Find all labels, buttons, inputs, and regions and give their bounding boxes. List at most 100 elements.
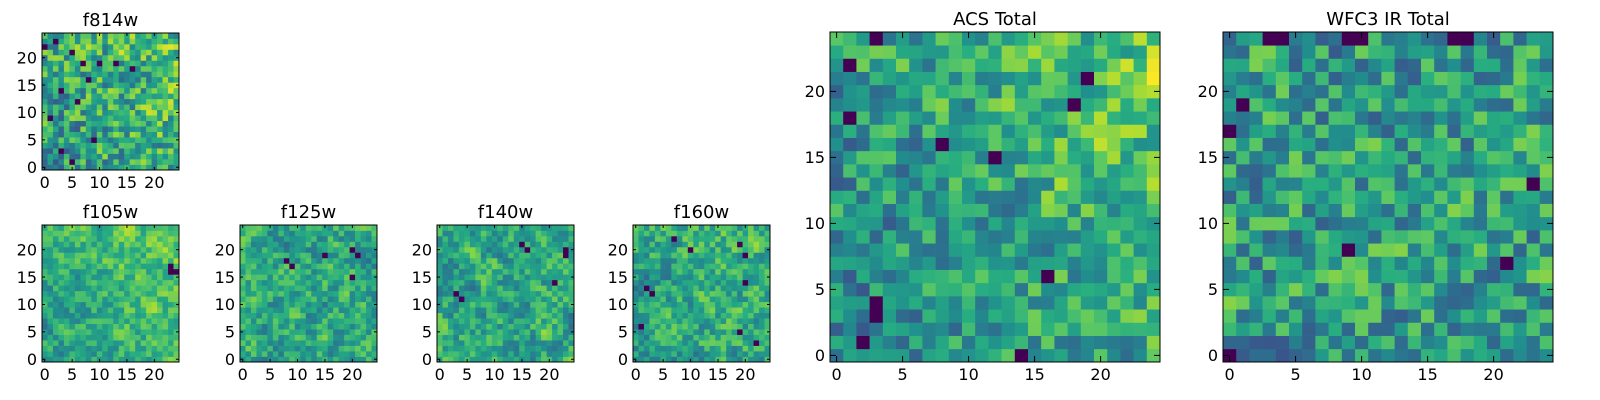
- heatmap-cell: [1067, 348, 1082, 363]
- heatmap-cell: [447, 323, 454, 330]
- heatmap-cell: [1381, 84, 1395, 99]
- heatmap-cell: [882, 71, 897, 86]
- heatmap-cell: [63, 329, 70, 335]
- heatmap-cell: [698, 225, 705, 231]
- heatmap-cell: [491, 235, 498, 242]
- heatmap-cell: [1526, 32, 1541, 46]
- heatmap-cell: [437, 263, 443, 270]
- heatmap-cell: [272, 307, 279, 314]
- heatmap-cell: [486, 340, 493, 346]
- heatmap-cell: [557, 225, 564, 231]
- heatmap-cell: [278, 279, 285, 286]
- heatmap-cell: [278, 285, 285, 292]
- heatmap-cell: [437, 334, 443, 341]
- heatmap-cell: [85, 104, 92, 111]
- heatmap-cell: [102, 345, 109, 352]
- heatmap-cell: [1107, 335, 1121, 350]
- heatmap-cell: [118, 104, 125, 111]
- heatmap-cell: [1381, 322, 1395, 336]
- heatmap-cell: [693, 263, 700, 270]
- heatmap-cell: [563, 274, 569, 281]
- heatmap-cell: [469, 252, 476, 259]
- heatmap-cell: [671, 323, 678, 330]
- heatmap-cell: [1500, 243, 1514, 257]
- heatmap-cell: [240, 263, 246, 270]
- y-tick-label: 10: [1198, 214, 1218, 233]
- heatmap-cell: [80, 285, 87, 292]
- heatmap-cell: [643, 334, 650, 341]
- heatmap-cell: [151, 263, 158, 270]
- heatmap-cell: [1407, 45, 1422, 59]
- heatmap-cell: [124, 235, 131, 242]
- heatmap-cell: [1249, 150, 1263, 165]
- heatmap-cell: [173, 257, 180, 264]
- heatmap-cell: [344, 252, 350, 259]
- heatmap-cell: [157, 87, 163, 94]
- heatmap-cell: [464, 301, 471, 308]
- heatmap-cell: [1407, 164, 1422, 178]
- heatmap-cell: [1120, 335, 1134, 350]
- heatmap-cell: [665, 345, 672, 352]
- heatmap-cell: [437, 268, 443, 275]
- heatmap-cell: [107, 115, 114, 122]
- heatmap-cell: [442, 235, 449, 242]
- heatmap-cell: [447, 225, 454, 231]
- heatmap-cell: [85, 54, 92, 61]
- heatmap-cell: [568, 263, 575, 270]
- heatmap-cell: [69, 268, 76, 275]
- heatmap-cell: [1080, 45, 1095, 59]
- heatmap-cell: [643, 318, 650, 324]
- heatmap-cell: [856, 216, 870, 231]
- heatmap-cell: [113, 230, 120, 237]
- heatmap-cell: [709, 225, 716, 231]
- heatmap-cell: [1328, 269, 1343, 284]
- heatmap-cell: [146, 323, 152, 330]
- heatmap-cell: [1094, 71, 1108, 86]
- heatmap-cell: [731, 252, 738, 259]
- heatmap-cell: [63, 153, 70, 160]
- heatmap-cell: [168, 142, 174, 149]
- heatmap-cell: [530, 312, 536, 319]
- heatmap-cell: [58, 148, 65, 154]
- x-tick-label: 10: [89, 365, 109, 384]
- heatmap-cell: [1223, 243, 1237, 257]
- heatmap-cell: [552, 307, 558, 314]
- heatmap-cell: [882, 164, 897, 178]
- heatmap-cell: [96, 137, 103, 143]
- heatmap-cell: [74, 268, 81, 275]
- heatmap-cell: [665, 334, 672, 341]
- heatmap-cell: [240, 285, 246, 292]
- heatmap-cell: [1223, 256, 1237, 270]
- heatmap-cell: [91, 252, 98, 259]
- heatmap-cell: [709, 340, 716, 346]
- heatmap-cell: [698, 263, 705, 270]
- heatmap-cell: [42, 115, 48, 122]
- heatmap-cell: [513, 334, 520, 341]
- heatmap-cell: [1094, 111, 1108, 125]
- heatmap-cell: [726, 274, 732, 281]
- heatmap-cell: [283, 318, 290, 324]
- heatmap-cell: [687, 345, 694, 352]
- heatmap-cell: [563, 263, 569, 270]
- heatmap-cell: [74, 82, 81, 89]
- heatmap-cell: [294, 340, 301, 346]
- heatmap-cell: [1080, 71, 1095, 86]
- heatmap-cell: [1001, 71, 1016, 86]
- heatmap-cell: [140, 164, 147, 171]
- heatmap-cell: [843, 124, 857, 138]
- heatmap-cell: [300, 334, 307, 341]
- heatmap-cell: [665, 323, 672, 330]
- heatmap-cell: [502, 268, 509, 275]
- heatmap-cell: [552, 356, 558, 363]
- heatmap-cell: [715, 230, 722, 237]
- heatmap-cell: [524, 290, 531, 297]
- heatmap-cell: [843, 45, 857, 59]
- heatmap-cell: [453, 225, 460, 231]
- heatmap-cell: [1381, 45, 1395, 59]
- heatmap-cell: [1473, 111, 1488, 125]
- heatmap-cell: [513, 230, 520, 237]
- heatmap-cell: [69, 241, 76, 248]
- heatmap-cell: [1054, 190, 1068, 204]
